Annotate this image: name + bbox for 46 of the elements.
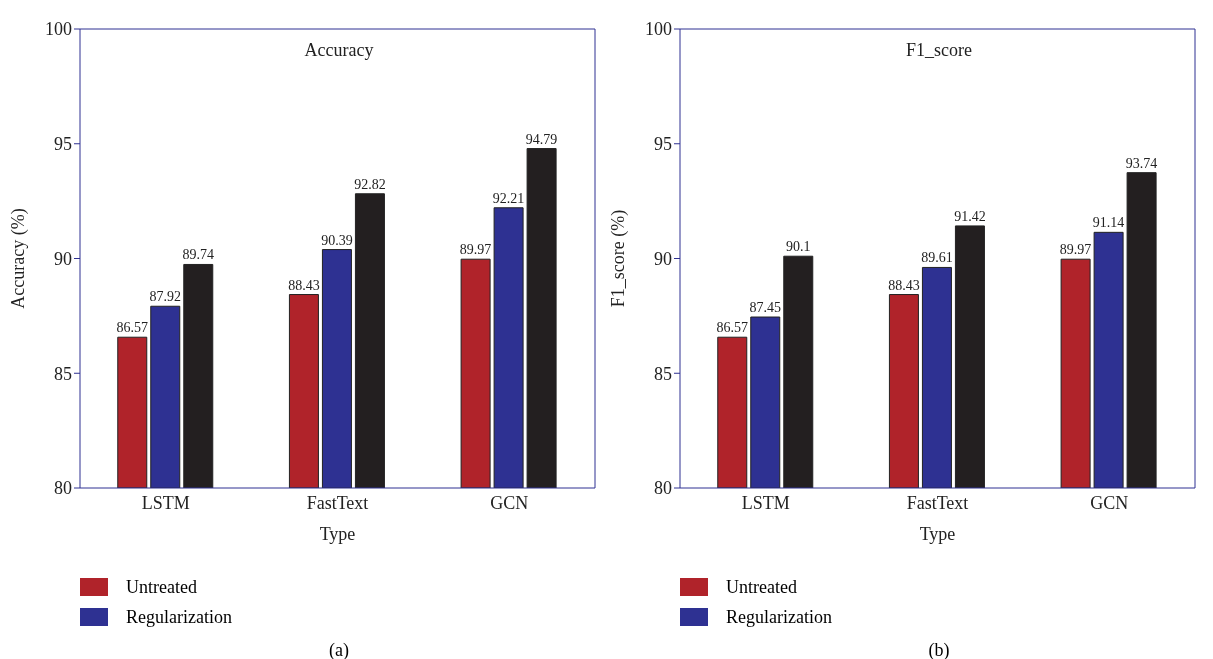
data-label: 93.74 [1125,155,1158,171]
y-tick-label: 80 [654,478,672,499]
data-label: 92.82 [354,176,386,192]
text: Accuracy [303,40,375,61]
y-tick-label: 80 [54,478,72,499]
x-axis-title: Type [319,524,356,544]
data-label: 87.45 [749,300,782,316]
legend-label: Regularization [726,606,832,628]
data-label: 86.57 [116,320,149,336]
data-label: 88.43 [888,277,920,293]
data-label: 89.61 [921,250,953,266]
y-tick-label: 100 [645,19,672,40]
x-tick-label: LSTM [741,492,790,513]
x-tick-label: FastText [906,492,969,513]
data-label: 92.21 [492,190,525,206]
y-tick-label: 100 [45,19,72,40]
x-tick-label: FastText [306,492,369,513]
x-tick-label: GCN [1090,492,1129,513]
x-tick-label: GCN [490,492,529,513]
x-axis-title: Type [919,524,956,544]
y-tick-label: 90 [654,248,672,269]
data-label: 89.97 [1059,242,1092,258]
data-label: 87.92 [149,289,182,305]
legend-label: Untreated [726,576,797,598]
data-label: 91.42 [954,208,986,224]
y-tick-label: 85 [654,363,672,384]
data-label: 86.57 [716,320,749,336]
y-tick-label: 95 [654,134,672,155]
x-tick-label: LSTM [141,492,190,513]
data-label: 90.1 [786,239,811,255]
y-axis-title: Accuracy (%) [8,208,30,309]
y-tick-label: 85 [54,363,72,384]
text: (b) [927,640,951,659]
legend-label: Regularization [126,606,232,628]
data-label: 94.79 [525,131,558,147]
data-label: 89.74 [182,247,215,263]
data-label: 90.39 [321,232,353,248]
y-tick-label: 90 [54,248,72,269]
text: F1_score [905,40,973,61]
data-label: 89.97 [459,242,492,258]
data-label: 88.43 [288,277,320,293]
y-axis-title: F1_score (%) [608,209,630,308]
y-tick-label: 95 [54,134,72,155]
data-label: 91.14 [1092,215,1125,231]
text: (a) [328,640,350,659]
legend-label: Untreated [126,576,197,598]
